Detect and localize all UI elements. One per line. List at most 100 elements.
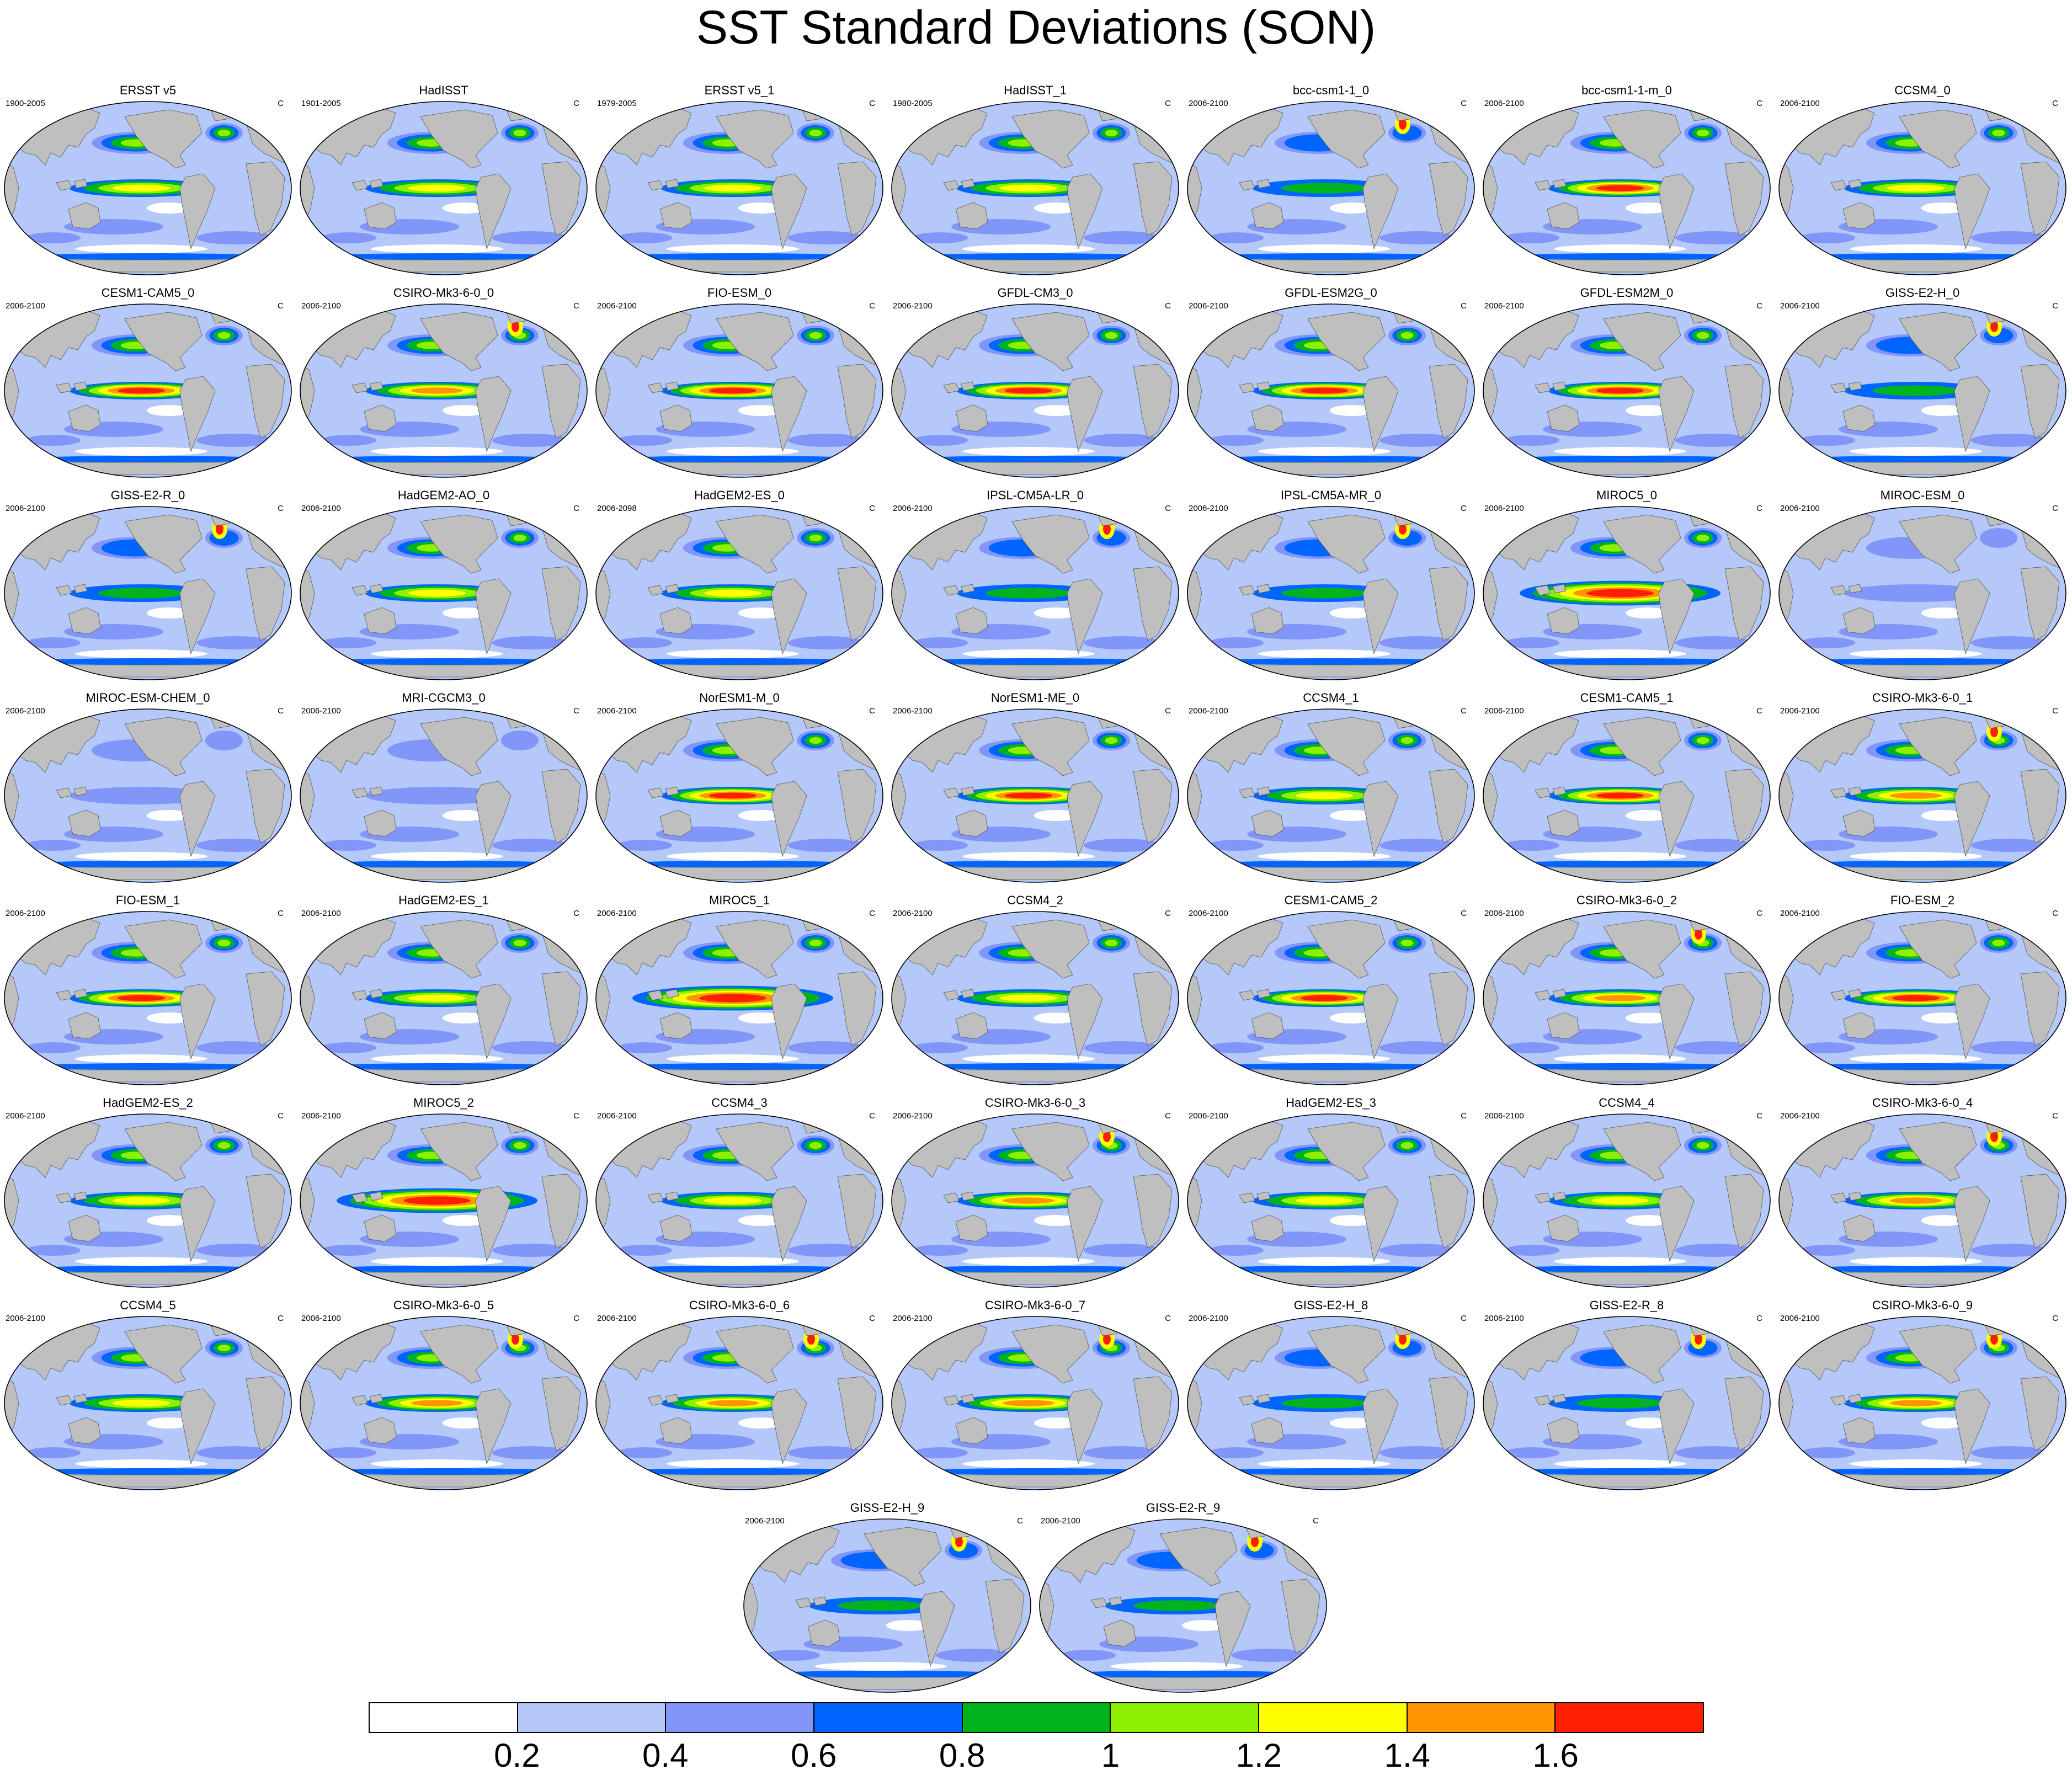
panel-unit: C	[1461, 1314, 1467, 1323]
sst-map	[4, 101, 292, 275]
map-panel: MIROC-ESM-CHEM_0 2006-2100 C	[0, 687, 296, 886]
panel-period: 2006-2100	[301, 1111, 341, 1121]
panel-unit: C	[1165, 1314, 1171, 1323]
panel-unit: C	[869, 909, 875, 918]
figure-title: SST Standard Deviations (SON)	[696, 1, 1376, 54]
panel-title: FIO-ESM_1	[115, 893, 180, 907]
colorbar-box	[814, 1703, 963, 1732]
sst-map	[1778, 101, 2066, 275]
panel-period: 2006-2100	[597, 301, 637, 311]
map-panel: CSIRO-Mk3-6-0_0 2006-2100 C	[296, 282, 592, 481]
panel-title: CSIRO-Mk3-6-0_6	[689, 1298, 790, 1312]
panel-title: CSIRO-Mk3-6-0_5	[393, 1298, 494, 1312]
panel-title: HadGEM2-AO_0	[397, 488, 490, 502]
panel-period: 2006-2100	[1780, 1111, 1820, 1121]
panel-title: GFDL-CM3_0	[997, 286, 1073, 300]
panel-period: 2006-2100	[1484, 99, 1524, 108]
panel-title: ERSST v5_1	[704, 83, 775, 97]
panel-unit: C	[2052, 1111, 2058, 1121]
panel-period: 2006-2100	[597, 909, 637, 918]
panel-unit: C	[1165, 706, 1171, 716]
map-panel: CCSM4_4 2006-2100 C	[1479, 1092, 1775, 1291]
sst-map	[300, 1113, 588, 1288]
panel-period: 2006-2100	[1484, 504, 1524, 513]
panel-period: 1979-2005	[597, 99, 637, 108]
map-panel: CCSM4_0 2006-2100 C	[1775, 80, 2070, 279]
panel-title: MIROC-ESM-CHEM_0	[86, 691, 210, 705]
panel-unit: C	[573, 99, 579, 108]
panel-title: HadGEM2-ES_3	[1286, 1096, 1376, 1110]
panel-unit: C	[573, 706, 579, 716]
panel-unit: C	[2052, 99, 2058, 108]
panel-period: 2006-2100	[1189, 504, 1228, 513]
map-panel: FIO-ESM_0 2006-2100 C	[592, 282, 887, 481]
panel-period: 2006-2100	[301, 504, 341, 513]
sst-map	[1778, 303, 2066, 478]
panel-period: 1980-2005	[893, 99, 933, 108]
panel-period: 2006-2100	[1780, 504, 1820, 513]
sst-map	[891, 911, 1179, 1085]
colorbar-box	[370, 1703, 518, 1732]
panel-period: 1901-2005	[301, 99, 341, 108]
sst-map	[891, 1316, 1179, 1490]
panel-title: HadISST_1	[1004, 83, 1067, 97]
panel-unit: C	[1461, 706, 1467, 716]
panel-title: HadGEM2-ES_0	[694, 488, 785, 502]
sst-map	[1483, 1316, 1771, 1490]
sst-map	[4, 1316, 292, 1490]
sst-map	[891, 1113, 1179, 1288]
panel-unit: C	[278, 909, 284, 918]
colorbar-box	[1259, 1703, 1408, 1732]
panel-period: 2006-2100	[893, 504, 933, 513]
map-panel: CSIRO-Mk3-6-0_1 2006-2100 C	[1775, 687, 2070, 886]
panel-unit: C	[573, 504, 579, 513]
map-panel: IPSL-CM5A-MR_0 2006-2100 C	[1183, 485, 1479, 684]
panel-title: bcc-csm1-1-m_0	[1581, 83, 1672, 97]
panel-unit: C	[1017, 1516, 1023, 1526]
sst-map	[1483, 506, 1771, 680]
colorbar-tick-label: 0.4	[642, 1737, 689, 1774]
panel-unit: C	[869, 504, 875, 513]
map-panel: CCSM4_2 2006-2100 C	[887, 890, 1183, 1089]
map-panel: IPSL-CM5A-LR_0 2006-2100 C	[887, 485, 1183, 684]
sst-map	[891, 101, 1179, 275]
sst-map	[891, 708, 1179, 883]
panel-unit: C	[1461, 1111, 1467, 1121]
sst-map	[595, 506, 883, 680]
panel-title: FIO-ESM_0	[707, 286, 772, 300]
sst-map	[1187, 506, 1475, 680]
map-panel: FIO-ESM_2 2006-2100 C	[1775, 890, 2070, 1089]
panel-unit: C	[2052, 301, 2058, 311]
sst-map	[300, 911, 588, 1085]
panel-period: 2006-2100	[1189, 1314, 1228, 1323]
panel-unit: C	[278, 301, 284, 311]
panel-unit: C	[869, 1314, 875, 1323]
sst-map	[1187, 1316, 1475, 1490]
panel-unit: C	[1756, 301, 1762, 311]
map-panel: MIROC5_1 2006-2100 C	[592, 890, 887, 1089]
map-panel: GFDL-CM3_0 2006-2100 C	[887, 282, 1183, 481]
panel-period: 2006-2100	[1484, 1111, 1524, 1121]
panel-period: 2006-2100	[6, 504, 45, 513]
sst-map	[595, 708, 883, 883]
panel-unit: C	[278, 504, 284, 513]
panel-title: CSIRO-Mk3-6-0_0	[393, 286, 494, 300]
colorbar-box	[1407, 1703, 1556, 1732]
colorbar-box	[962, 1703, 1111, 1732]
panel-period: 2006-2100	[301, 909, 341, 918]
colorbar-tick-label: 0.8	[939, 1737, 986, 1774]
map-panel: MRI-CGCM3_0 2006-2100 C	[296, 687, 592, 886]
sst-map	[1778, 506, 2066, 680]
panel-unit: C	[278, 706, 284, 716]
panel-period: 2006-2100	[6, 1314, 45, 1323]
panel-unit: C	[1461, 99, 1467, 108]
panel-period: 2006-2100	[1189, 706, 1228, 716]
panel-unit: C	[278, 1111, 284, 1121]
panel-unit: C	[278, 1314, 284, 1323]
map-panel: GISS-E2-H_0 2006-2100 C	[1775, 282, 2070, 481]
map-panel: GFDL-ESM2M_0 2006-2100 C	[1479, 282, 1775, 481]
panel-unit: C	[2052, 706, 2058, 716]
panel-unit: C	[869, 99, 875, 108]
panel-unit: C	[1756, 1111, 1762, 1121]
map-panel: MIROC5_2 2006-2100 C	[296, 1092, 592, 1291]
